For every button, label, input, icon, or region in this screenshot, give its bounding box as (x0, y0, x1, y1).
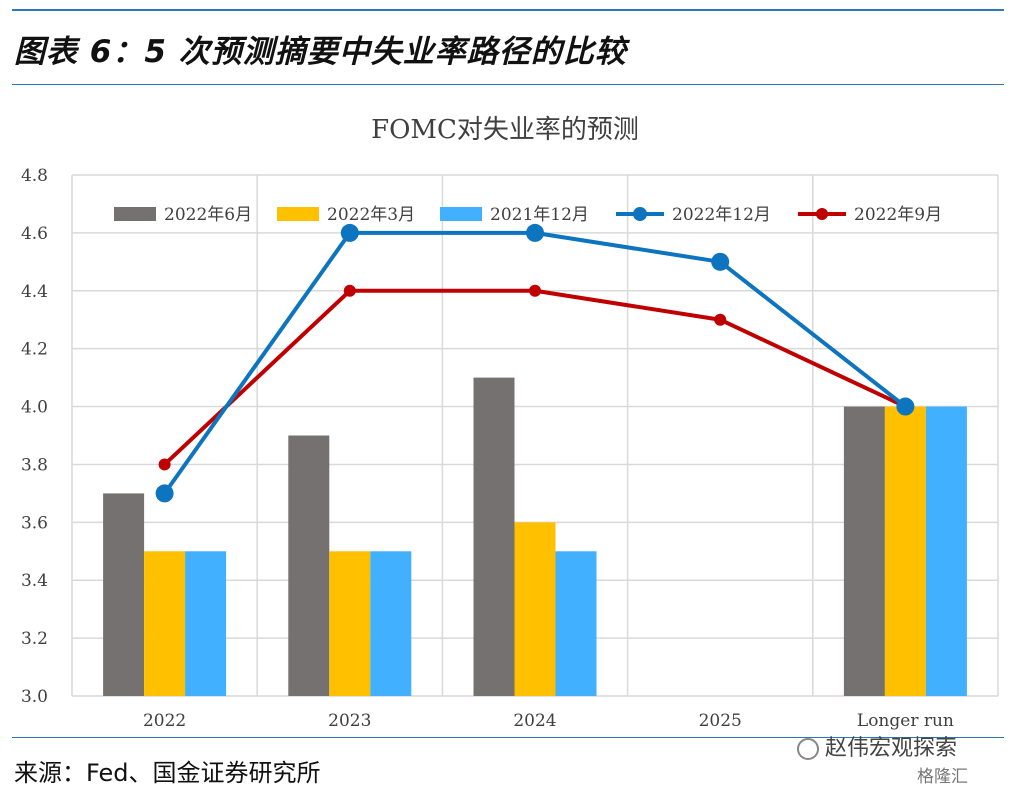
y-tick-label: 4.4 (21, 282, 48, 302)
y-tick-label: 4.2 (21, 340, 48, 360)
bar (185, 551, 227, 696)
series-marker (896, 397, 915, 416)
series-marker (340, 223, 359, 242)
bar (925, 406, 967, 696)
y-tick-label: 4.0 (21, 398, 48, 418)
y-tick-label: 3.8 (21, 455, 48, 475)
series-marker (343, 284, 356, 297)
legend-swatch (440, 207, 482, 221)
wechat-icon (797, 738, 819, 760)
legend-swatch (277, 207, 319, 221)
legend-swatch (114, 207, 156, 221)
bar (884, 406, 926, 696)
bar (370, 551, 412, 696)
y-tick-label: 3.4 (21, 571, 48, 591)
series-marker (158, 458, 171, 471)
y-tick-label: 3.6 (21, 513, 48, 533)
series-marker (529, 284, 541, 297)
x-tick-label: 2022 (143, 711, 186, 731)
series-line (163, 288, 907, 466)
y-tick-label: 4.6 (21, 224, 48, 244)
x-tick-label: 2023 (328, 711, 371, 731)
bar (329, 551, 371, 696)
bar (144, 551, 186, 696)
y-tick-label: 3.2 (21, 629, 48, 649)
bar (473, 377, 515, 696)
bar (514, 522, 556, 696)
legend: 2022年6月 2022年3月 2021年12月 2022年12月 2022年9月 (114, 205, 942, 225)
unemployment-chart: FOMC对失业率的预测 3.0 3.2 3.4 3.6 3.8 4.0 4.2 4.4 4.6 4… (21, 115, 999, 731)
top-rule (12, 9, 1004, 11)
legend-label: 2021年12月 (490, 205, 589, 225)
watermark-text: 赵伟宏观探索 (825, 736, 958, 761)
watermark: 赵伟宏观探索 (797, 730, 957, 762)
y-tick-label: 4.8 (21, 166, 48, 186)
series-line (162, 230, 907, 495)
series-marker (714, 313, 727, 326)
title-rule (12, 84, 1004, 85)
legend-label: 2022年12月 (672, 205, 771, 225)
y-tick-label: 3.0 (21, 687, 48, 707)
bottom-rule (12, 737, 1004, 738)
legend-marker (633, 207, 647, 221)
bar-layer (103, 377, 967, 696)
series-marker (526, 223, 544, 242)
legend-marker (816, 208, 828, 220)
series-marker (711, 252, 730, 271)
figure-title: 图表 6：5 次预测摘要中失业率路径的比较 (14, 34, 627, 70)
bar (288, 435, 330, 696)
bar (843, 406, 885, 696)
legend-label: 2022年6月 (164, 205, 252, 225)
legend-label: 2022年9月 (854, 205, 942, 225)
x-tick-label: 2024 (513, 711, 556, 731)
watermark-secondary: 格隆汇 (917, 767, 968, 787)
bar (555, 551, 597, 696)
legend-label: 2022年3月 (327, 205, 415, 225)
axis-layer: 3.0 3.2 3.4 3.6 3.8 4.0 4.2 4.4 4.6 4.8 2022 2023 20… (21, 166, 954, 731)
source-note: 来源：Fed、国金证券研究所 (14, 759, 321, 787)
chart-title: FOMC对失业率的预测 (371, 115, 639, 145)
bar (103, 493, 145, 696)
series-marker (155, 484, 174, 503)
x-tick-label: 2025 (699, 711, 742, 731)
x-tick-label: Longer run (857, 711, 954, 731)
line-layer (155, 223, 915, 503)
